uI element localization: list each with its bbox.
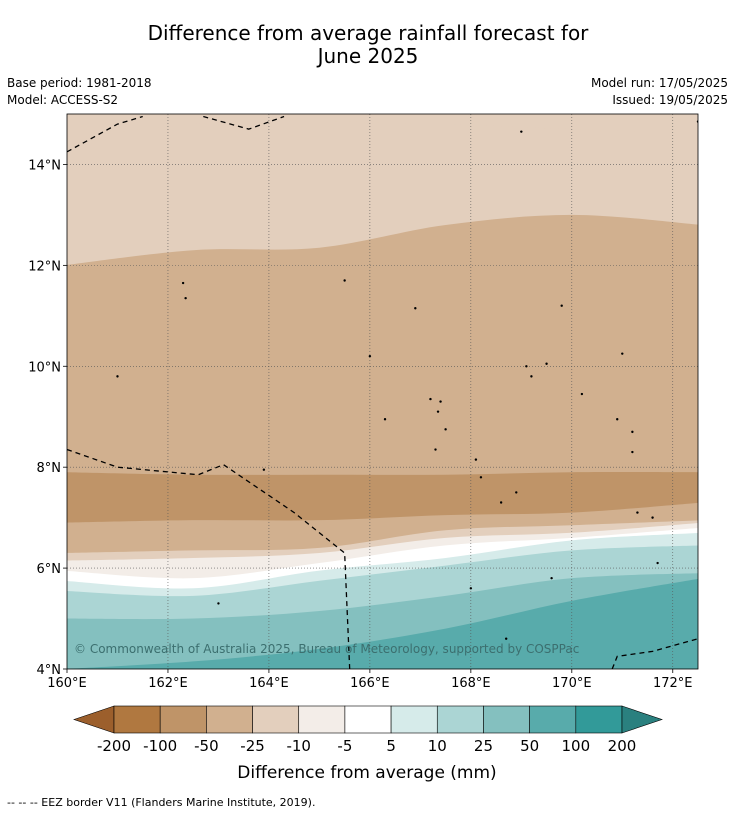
island-13 xyxy=(474,458,478,461)
x-tick-label-2: 164°E xyxy=(249,676,289,691)
y-tick-label-5: 14°N xyxy=(28,158,61,173)
chart-title-line1: Difference from average rainfall forecas… xyxy=(147,21,589,45)
colorbar-tick-label-6: 5 xyxy=(386,737,396,755)
island-14 xyxy=(479,476,483,479)
issued-date: Issued: 19/05/2025 xyxy=(612,93,728,107)
island-18 xyxy=(530,375,533,378)
island-31 xyxy=(504,637,508,640)
band-10 xyxy=(67,578,698,669)
y-tick-label-2: 8°N xyxy=(37,461,62,476)
colorbar-tick-label-8: 25 xyxy=(474,737,493,755)
island-9 xyxy=(436,410,440,413)
island-2 xyxy=(217,602,220,605)
island-7 xyxy=(429,397,432,401)
colorbar-tick-label-11: 200 xyxy=(608,737,637,755)
island-28 xyxy=(656,561,659,565)
colorbar-segment-1 xyxy=(159,705,207,734)
island-30 xyxy=(469,587,473,590)
chart-title-line2: June 2025 xyxy=(317,44,419,68)
eez-border-3 xyxy=(611,638,698,669)
island-15 xyxy=(499,501,503,504)
island-27 xyxy=(651,516,654,519)
colorbar-tick-label-4: -10 xyxy=(286,737,311,755)
colorbar-tick-label-7: 10 xyxy=(428,737,447,755)
colorbar-tick-label-10: 100 xyxy=(561,737,590,755)
island-25 xyxy=(631,450,634,454)
x-tick-label-1: 162°E xyxy=(148,676,188,691)
colorbar-tick-label-1: -100 xyxy=(143,737,177,755)
colorbar-segment-10 xyxy=(575,705,623,734)
island-17 xyxy=(525,365,528,368)
island-34 xyxy=(116,375,119,378)
meta-right: Model run: 17/05/2025 Issued: 19/05/2025 xyxy=(591,75,728,109)
rainfall-bands xyxy=(67,114,698,669)
chart-title: Difference from average rainfall forecas… xyxy=(0,22,736,68)
x-tick-label-0: 160°E xyxy=(47,676,87,691)
x-tick-label-3: 166°E xyxy=(350,676,390,691)
colorbar-segment-0 xyxy=(113,705,161,734)
colorbar-tick-label-5: -5 xyxy=(337,737,352,755)
eez-border-0 xyxy=(67,115,143,153)
x-tick-label-5: 170°E xyxy=(552,676,592,691)
island-24 xyxy=(616,418,619,421)
colorbar: -200 -100 -50 -25 -10 -5 5 10 25 50 100 200 xyxy=(73,705,663,755)
y-tick-label-0: 4°N xyxy=(37,663,62,678)
x-tick-label-4: 168°E xyxy=(451,676,491,691)
colorbar-tick-label-9: 50 xyxy=(520,737,539,755)
y-tick-label-3: 10°N xyxy=(28,360,61,375)
colorbar-segment-2 xyxy=(206,705,253,734)
island-11 xyxy=(444,428,447,431)
y-tick-label-4: 12°N xyxy=(28,259,61,274)
island-12 xyxy=(383,418,387,421)
colorbar-tick-label-0: -200 xyxy=(97,737,131,755)
map-grid xyxy=(67,114,698,669)
island-32 xyxy=(520,130,523,133)
colorbar-label: Difference from average (mm) xyxy=(237,763,496,783)
eez-border-1 xyxy=(203,115,285,130)
colorbar-segment-3 xyxy=(252,705,300,734)
island-6 xyxy=(414,307,417,310)
colorbar-segment-8 xyxy=(483,705,530,734)
colorbar-tick-label-3: -25 xyxy=(240,737,265,755)
colorbar-tick-label-2: -50 xyxy=(194,737,219,755)
colorbar-extend-low xyxy=(73,705,115,734)
island-29 xyxy=(550,576,553,580)
island-10 xyxy=(434,448,437,451)
meta-left: Base period: 1981-2018 Model: ACCESS-S2 xyxy=(7,75,152,109)
island-23 xyxy=(631,430,634,434)
colorbar-segment-9 xyxy=(529,705,577,734)
island-16 xyxy=(515,491,518,494)
y-tick-label-1: 6°N xyxy=(37,562,62,577)
footnote: -- -- -- EEZ border V11 (Flanders Marine… xyxy=(7,796,316,809)
island-8 xyxy=(439,400,442,403)
colorbar-segment-5 xyxy=(344,705,392,734)
island-1 xyxy=(184,296,187,300)
plot-frame xyxy=(66,113,699,670)
islands xyxy=(116,120,698,640)
island-0 xyxy=(181,281,185,285)
island-3 xyxy=(262,468,266,471)
colorbar-segment-6 xyxy=(390,705,438,734)
colorbar-segment-7 xyxy=(436,705,484,734)
model-run: Model run: 17/05/2025 xyxy=(590,76,728,90)
island-22 xyxy=(621,352,624,355)
island-4 xyxy=(343,279,346,282)
base-period: Base period: 1981-2018 xyxy=(7,76,152,90)
island-20 xyxy=(560,304,563,307)
island-21 xyxy=(580,392,584,396)
island-5 xyxy=(368,354,372,358)
y-axis: 4°N 6°N 8°N 10°N 12°N 14°N xyxy=(28,158,67,678)
colorbar-extend-high xyxy=(621,705,663,734)
x-axis: 160°E 162°E 164°E 166°E 168°E 170°E 172°E xyxy=(47,669,693,691)
copyright-text: © Commonwealth of Australia 2025, Bureau… xyxy=(74,642,579,656)
x-tick-label-6: 172°E xyxy=(653,676,693,691)
eez-borders xyxy=(67,115,698,669)
colorbar-segment-4 xyxy=(298,705,346,734)
island-19 xyxy=(545,362,548,365)
island-26 xyxy=(636,511,639,514)
model-name: Model: ACCESS-S2 xyxy=(7,93,119,107)
